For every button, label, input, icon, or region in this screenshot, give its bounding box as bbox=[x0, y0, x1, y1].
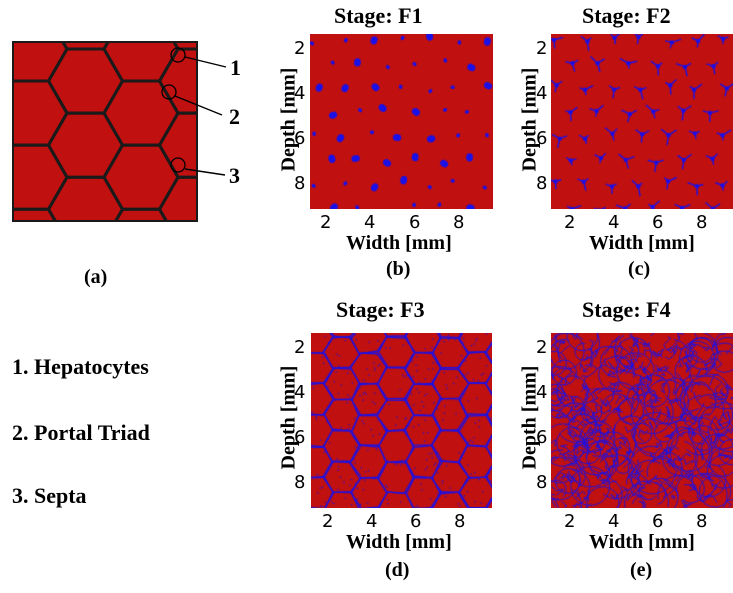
callout-label-2: 2 bbox=[229, 104, 240, 129]
panel-d-xtick-2: 2 bbox=[322, 511, 334, 532]
panel-b-ytick-2: 2 bbox=[294, 38, 306, 59]
panel-c-map bbox=[551, 34, 733, 209]
panel-c-ytick-2: 2 bbox=[536, 38, 548, 59]
panel-e-ytick-4: 4 bbox=[536, 382, 548, 403]
panel-c-xtick-6: 6 bbox=[652, 212, 664, 233]
panel-b-xtick-6: 6 bbox=[409, 212, 421, 233]
panel-e-ytick-2: 2 bbox=[536, 337, 548, 358]
panel-c-xlabel: Width [mm] bbox=[589, 232, 695, 254]
panel-e-ytick-6: 6 bbox=[536, 427, 548, 448]
panel-e-xtick-4: 4 bbox=[608, 511, 620, 532]
hexagon-grid bbox=[12, 41, 198, 222]
panel-d-xlabel: Width [mm] bbox=[346, 531, 452, 553]
legend-item-portal-triad: 2. Portal Triad bbox=[12, 420, 150, 445]
hexagon-lobule bbox=[157, 47, 198, 115]
panel-e-xtick-2: 2 bbox=[564, 511, 576, 532]
panel-b-xtick-2: 2 bbox=[320, 212, 332, 233]
panel-d-map bbox=[311, 333, 492, 508]
panel-e-xlabel: Width [mm] bbox=[589, 531, 695, 553]
panel-b-xlabel: Width [mm] bbox=[346, 232, 452, 254]
panel-c-ytick-4: 4 bbox=[536, 83, 548, 104]
schematic-border bbox=[12, 41, 198, 222]
panel-d-ytick-2: 2 bbox=[294, 337, 306, 358]
legend-item-septa: 3. Septa bbox=[12, 483, 87, 508]
panel-b-ytick-6: 6 bbox=[294, 128, 306, 149]
panel-c-xtick-2: 2 bbox=[564, 212, 576, 233]
panel-c-ytick-8: 8 bbox=[536, 173, 548, 194]
caption-e: (e) bbox=[630, 559, 653, 581]
callout-label-3: 3 bbox=[229, 163, 240, 188]
panel-c-xtick-8: 8 bbox=[696, 212, 708, 233]
caption-a: (a) bbox=[84, 266, 108, 288]
callout-leaders bbox=[174, 56, 227, 176]
caption-c: (c) bbox=[628, 258, 651, 280]
callout-circle-septa bbox=[170, 157, 186, 173]
panel-d-title: Stage: F3 bbox=[336, 297, 425, 322]
panel-d-ytick-4: 4 bbox=[294, 382, 306, 403]
panel-d-xtick-8: 8 bbox=[454, 511, 466, 532]
panel-d-xtick-4: 4 bbox=[366, 511, 378, 532]
leader-line-3 bbox=[184, 168, 226, 176]
panel-c-xtick-4: 4 bbox=[608, 212, 620, 233]
hexagon-lobule bbox=[157, 111, 198, 179]
legend-item-hepatocytes: 1. Hepatocytes bbox=[12, 354, 149, 379]
callout-circle-portal-triad bbox=[161, 84, 177, 100]
panel-b-ytick-4: 4 bbox=[294, 83, 306, 104]
panel-c-ytick-6: 6 bbox=[536, 128, 548, 149]
panel-e-ytick-8: 8 bbox=[536, 472, 548, 493]
panel-b-title: Stage: F1 bbox=[334, 3, 423, 28]
panel-e-xtick-8: 8 bbox=[696, 511, 708, 532]
panel-b-xtick-8: 8 bbox=[453, 212, 465, 233]
callout-circle-hepatocytes bbox=[170, 47, 186, 63]
panel-d-ytick-8: 8 bbox=[294, 472, 306, 493]
panel-d-xtick-6: 6 bbox=[410, 511, 422, 532]
callout-label-1: 1 bbox=[230, 55, 241, 80]
panel-e-map bbox=[551, 333, 733, 508]
panel-d-ytick-6: 6 bbox=[294, 427, 306, 448]
panel-e-title: Stage: F4 bbox=[582, 297, 671, 322]
lobule-schematic bbox=[12, 41, 198, 222]
panel-b-map bbox=[310, 34, 493, 209]
panel-c-title: Stage: F2 bbox=[582, 3, 671, 28]
caption-b: (b) bbox=[386, 258, 411, 280]
panel-b-ytick-8: 8 bbox=[294, 173, 306, 194]
hexagon-lobule bbox=[157, 175, 198, 222]
caption-d: (d) bbox=[385, 559, 410, 581]
panel-b-xtick-4: 4 bbox=[364, 212, 376, 233]
leader-line-2 bbox=[174, 95, 223, 116]
panel-e-xtick-6: 6 bbox=[652, 511, 664, 532]
leader-line-1 bbox=[184, 56, 227, 68]
